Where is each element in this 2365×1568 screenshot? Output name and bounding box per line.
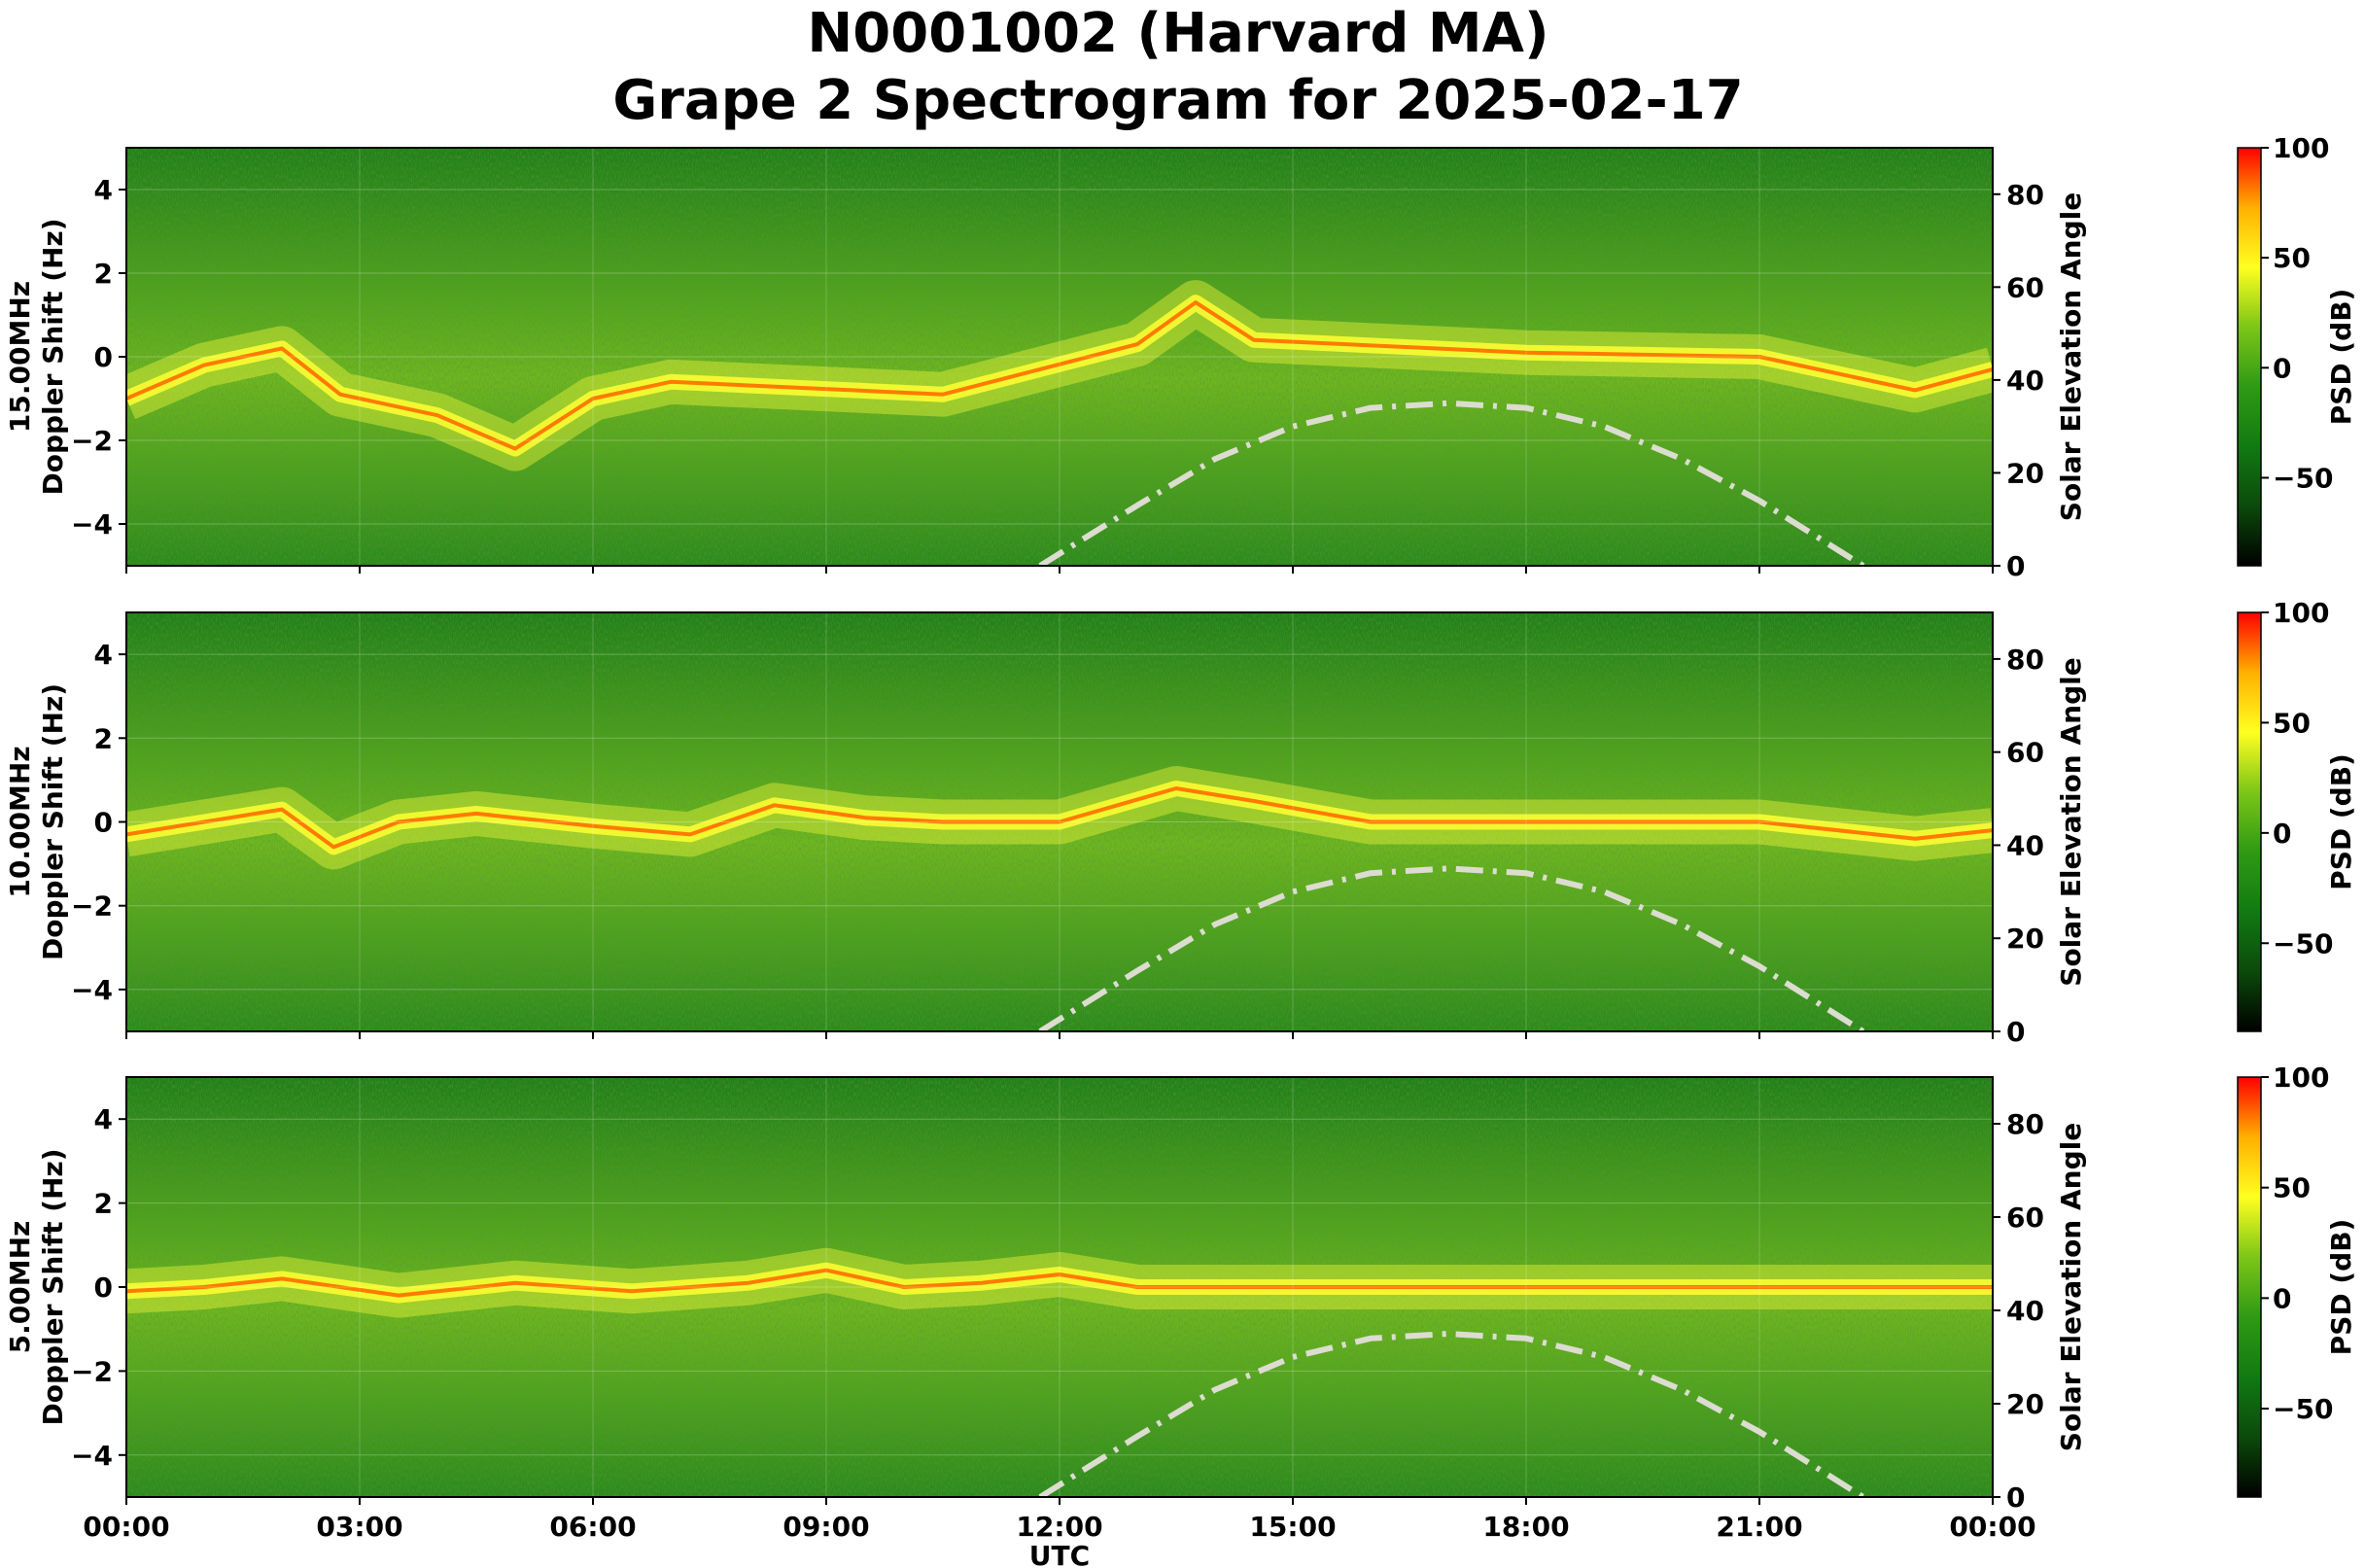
carrier-trace: [126, 300, 1993, 451]
carrier-trace: [126, 1268, 1993, 1298]
band-label: 5.00MHz: [4, 1221, 36, 1354]
solar-elevation-curve: [1038, 1331, 1865, 1497]
y-tick-label: 0: [94, 341, 113, 373]
colorbar-tick-label: 50: [2273, 1172, 2311, 1204]
x-tick-label: 00:00: [83, 1511, 169, 1543]
y-tick-label: −4: [71, 974, 113, 1006]
x-tick-label: 00:00: [1949, 1511, 2035, 1543]
y-tick-label: 4: [94, 174, 113, 206]
solar-elevation-curve: [1038, 400, 1865, 566]
y-tick-label: −2: [71, 425, 113, 457]
x-tick-label: 21:00: [1716, 1511, 1802, 1543]
y-tick-label: −2: [71, 1355, 113, 1387]
colorbar-label: PSD (dB): [2325, 753, 2357, 890]
y2-tick-label: 60: [2006, 271, 2044, 303]
x-tick-label: 15:00: [1249, 1511, 1336, 1543]
band-label: 15.00MHz: [4, 281, 36, 433]
colorbar-tick-label: 100: [2273, 132, 2329, 164]
y2-tick-label: 80: [2006, 179, 2044, 211]
y-tick-label: −4: [71, 1440, 113, 1472]
colorbar-tick-label: −50: [2273, 462, 2333, 494]
colorbar: 100 50 0 −50 PSD (dB): [2237, 597, 2357, 1032]
y2-tick-label: 60: [2006, 737, 2044, 769]
x-tick-label: 03:00: [316, 1511, 402, 1543]
y2-tick-label: 20: [2006, 457, 2044, 489]
colorbar-tick-label: 0: [2273, 818, 2291, 850]
band-label: 10.00MHz: [4, 746, 36, 897]
y-axis-label: Doppler Shift (Hz): [37, 1148, 69, 1425]
y-axis-label: Doppler Shift (Hz): [37, 218, 69, 495]
colorbar: 100 50 0 −50 PSD (dB): [2237, 132, 2357, 567]
colorbar-tick-label: 100: [2273, 597, 2329, 629]
y2-axis-label: Solar Elevation Angle: [2055, 1123, 2087, 1451]
spectrogram-image: [126, 612, 1993, 1031]
colorbar-tick-label: 50: [2273, 242, 2311, 274]
colorbar: 100 50 0 −50 PSD (dB): [2237, 1062, 2357, 1498]
y2-tick-label: 60: [2006, 1202, 2044, 1234]
colorbar-tick-label: 100: [2273, 1062, 2329, 1094]
colorbar-tick-label: −50: [2273, 1393, 2333, 1425]
colorbar-label: PSD (dB): [2325, 289, 2357, 426]
y-tick-label: 2: [94, 1188, 113, 1220]
y2-tick-label: 0: [2006, 550, 2025, 582]
colorbar-label: PSD (dB): [2325, 1219, 2357, 1356]
y2-tick-label: 40: [2006, 1295, 2044, 1327]
y-tick-label: 4: [94, 639, 113, 671]
x-tick-label: 09:00: [783, 1511, 869, 1543]
colorbar-gradient: [2237, 611, 2262, 1032]
y2-axis-label: Solar Elevation Angle: [2055, 657, 2087, 986]
y-tick-label: 0: [94, 807, 113, 839]
x-axis-label: UTC: [1029, 1540, 1090, 1568]
y2-tick-label: 80: [2006, 644, 2044, 676]
spectrogram-image: [126, 148, 1993, 566]
x-tick-label: 06:00: [549, 1511, 636, 1543]
y-tick-label: 2: [94, 258, 113, 290]
y-tick-label: 2: [94, 722, 113, 754]
y-tick-label: −2: [71, 890, 113, 923]
y-axis-label: Doppler Shift (Hz): [37, 683, 69, 960]
y-tick-label: −4: [71, 508, 113, 540]
y-tick-label: 4: [94, 1103, 113, 1135]
colorbar-gradient: [2237, 147, 2262, 567]
y2-tick-label: 80: [2006, 1108, 2044, 1140]
solar-elevation-curve: [1038, 865, 1865, 1031]
spectrogram-image: [126, 1077, 1993, 1497]
colorbar-gradient: [2237, 1076, 2262, 1498]
y2-tick-label: 20: [2006, 923, 2044, 955]
x-tick-label: 12:00: [1016, 1511, 1102, 1543]
figure-title-line2: Grape 2 Spectrogram for 2025-02-17: [612, 69, 1743, 132]
figure-title-line1: N0001002 (Harvard MA): [807, 2, 1548, 65]
colorbar-tick-label: −50: [2273, 927, 2333, 959]
y2-tick-label: 0: [2006, 1016, 2025, 1048]
colorbar-tick-label: 0: [2273, 352, 2291, 384]
y2-tick-label: 0: [2006, 1481, 2025, 1514]
y2-tick-label: 40: [2006, 829, 2044, 861]
y2-tick-label: 40: [2006, 365, 2044, 397]
y2-tick-label: 20: [2006, 1388, 2044, 1420]
y2-axis-label: Solar Elevation Angle: [2055, 192, 2087, 521]
colorbar-tick-label: 50: [2273, 707, 2311, 739]
y-tick-label: 0: [94, 1272, 113, 1304]
x-tick-label: 18:00: [1482, 1511, 1569, 1543]
colorbar-tick-label: 0: [2273, 1282, 2291, 1314]
carrier-trace: [126, 786, 1993, 850]
